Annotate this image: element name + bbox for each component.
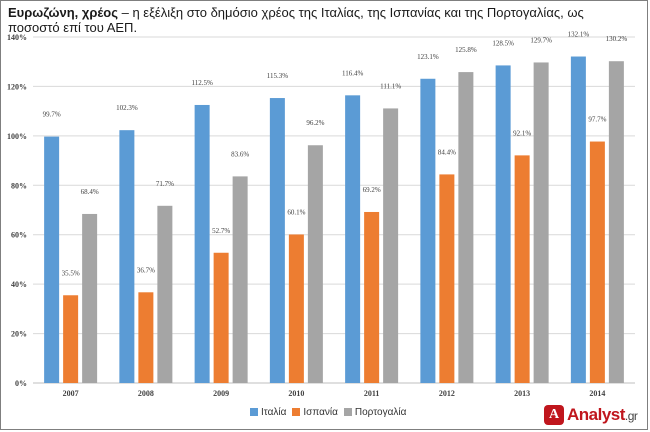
bar-spain — [213, 252, 229, 383]
data-label-portugal: 96.2% — [306, 119, 324, 127]
x-tick-label: 2007 — [63, 389, 79, 398]
bar-portugal — [307, 145, 323, 383]
bar-spain — [364, 211, 380, 383]
legend-swatch-italy — [250, 408, 258, 416]
legend-swatch-portugal — [343, 408, 352, 416]
bar-italy — [44, 136, 60, 383]
bar-spain — [288, 234, 304, 383]
data-label-portugal: 83.6% — [231, 150, 249, 158]
legend-label-italy: Ιταλία — [261, 406, 287, 418]
y-tick-label: 140% — [7, 33, 27, 42]
data-label-italy: 116.4% — [342, 69, 363, 77]
x-tick-label: 2008 — [138, 389, 154, 398]
data-label-portugal: 68.4% — [81, 188, 99, 196]
data-label-italy: 123.1% — [417, 53, 439, 61]
bar-italy — [570, 56, 586, 383]
chart-title: Ευρωζώνη, χρέος – η εξέλιξη στο δημόσιο … — [8, 5, 638, 35]
data-label-portugal: 111.1% — [380, 82, 401, 90]
legend-label-spain: Ισπανία — [303, 406, 338, 418]
y-tick-label: 80% — [11, 181, 27, 190]
legend-item-spain: Ισπανία — [292, 407, 338, 418]
bar-italy — [495, 65, 511, 384]
data-label-italy: 112.5% — [191, 79, 212, 87]
x-tick-label: 2011 — [364, 389, 380, 398]
bar-portugal — [458, 72, 474, 383]
data-label-italy: 115.3% — [267, 72, 288, 80]
data-label-portugal: 125.8% — [455, 46, 477, 54]
bar-portugal — [82, 213, 98, 383]
data-label-spain: 97.7% — [588, 116, 606, 124]
bar-italy — [420, 78, 436, 383]
bar-portugal — [157, 205, 173, 383]
logo-mark-icon: A — [544, 405, 564, 425]
data-label-spain: 92.1% — [513, 129, 531, 137]
bar-italy — [345, 95, 361, 383]
data-label-italy: 132.1% — [568, 31, 590, 39]
data-label-spain: 69.2% — [363, 186, 381, 194]
data-label-italy: 102.3% — [116, 104, 138, 112]
y-tick-label: 60% — [11, 231, 27, 240]
bar-italy — [269, 98, 285, 384]
y-tick-label: 20% — [11, 330, 27, 339]
bar-spain — [514, 155, 530, 383]
legend-swatch-spain — [292, 408, 301, 416]
data-label-spain: 36.7% — [137, 266, 155, 274]
bar-spain — [138, 292, 154, 383]
bar-portugal — [533, 62, 549, 383]
title-rest: – η εξέλιξη στο δημόσιο χρέος της Ιταλία… — [8, 5, 584, 35]
legend: Ιταλία Ισπανία Πορτογαλία — [250, 405, 406, 419]
y-tick-label: 120% — [7, 82, 27, 91]
bar-italy — [119, 130, 135, 383]
analyst-logo[interactable]: A Analyst.gr — [544, 402, 644, 428]
data-label-italy: 128.5% — [492, 39, 514, 47]
legend-item-italy: Ιταλία — [250, 407, 286, 418]
y-tick-label: 100% — [7, 132, 27, 141]
data-label-portugal: 130.2% — [606, 35, 628, 43]
x-tick-label: 2013 — [514, 389, 530, 398]
bar-italy — [194, 104, 210, 383]
x-tick-label: 2009 — [213, 389, 229, 398]
bar-spain — [439, 174, 455, 383]
data-label-spain: 60.1% — [287, 208, 305, 216]
data-label-spain: 35.5% — [62, 269, 80, 277]
bar-portugal — [232, 176, 248, 383]
x-tick-label: 2014 — [589, 389, 605, 398]
data-label-portugal: 71.7% — [156, 180, 174, 188]
x-tick-label: 2010 — [288, 389, 304, 398]
data-label-spain: 52.7% — [212, 227, 230, 235]
y-tick-label: 0% — [15, 379, 27, 388]
data-label-italy: 99.7% — [43, 111, 61, 119]
y-tick-label: 40% — [11, 280, 27, 289]
legend-item-portugal: Πορτογαλία — [343, 406, 407, 418]
bar-portugal — [608, 61, 624, 383]
bar-spain — [63, 295, 79, 383]
logo-text: Analyst.gr — [567, 405, 638, 424]
x-tick-label: 2012 — [439, 389, 455, 398]
bar-portugal — [383, 108, 399, 383]
legend-label-portugal: Πορτογαλία — [354, 406, 407, 418]
data-label-spain: 84.4% — [438, 148, 456, 156]
title-bold: Ευρωζώνη, χρέος — [8, 5, 118, 20]
bar-spain — [589, 141, 605, 383]
data-label-portugal: 129.7% — [530, 36, 552, 44]
